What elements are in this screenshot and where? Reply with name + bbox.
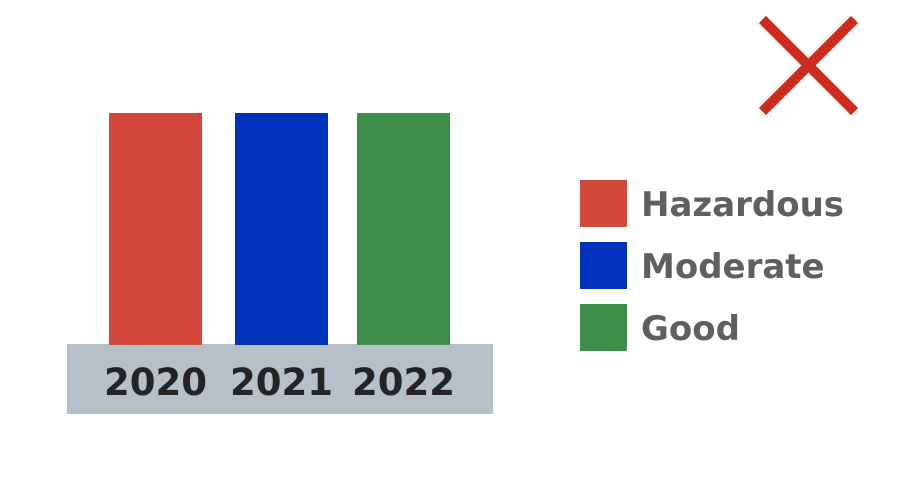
bar-2022 — [357, 113, 450, 345]
legend-swatch-moderate — [580, 242, 627, 289]
tick-label-2022: 2022 — [352, 361, 455, 404]
axis-band — [67, 344, 493, 414]
tick-label-2020: 2020 — [104, 361, 207, 404]
cross-mark-icon — [758, 15, 859, 116]
legend-swatch-hazardous — [580, 180, 627, 227]
legend-swatch-good — [580, 304, 627, 351]
bars-group — [109, 113, 450, 345]
tick-labels-group: 2020 2021 2022 — [104, 361, 455, 404]
legend: Hazardous Moderate Good — [580, 180, 844, 351]
legend-label-good: Good — [641, 309, 740, 349]
tick-label-2021: 2021 — [230, 361, 333, 404]
bar-2020 — [109, 113, 202, 345]
legend-label-moderate: Moderate — [641, 247, 825, 287]
bar-2021 — [235, 113, 328, 345]
legend-label-hazardous: Hazardous — [641, 185, 844, 225]
